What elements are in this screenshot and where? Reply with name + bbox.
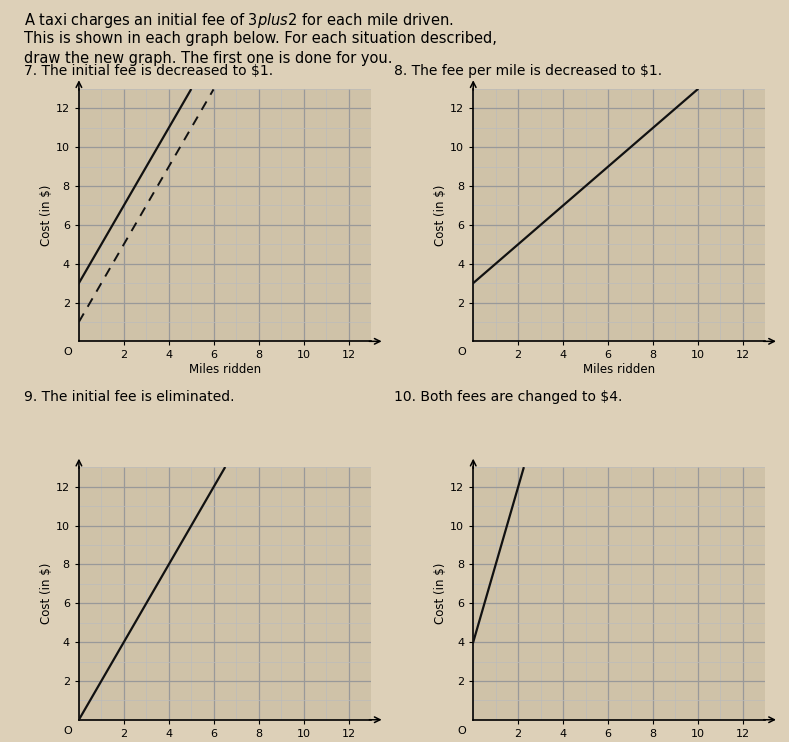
Y-axis label: Cost (in $): Cost (in $) bbox=[40, 185, 53, 246]
Y-axis label: Cost (in $): Cost (in $) bbox=[434, 185, 447, 246]
Y-axis label: Cost (in $): Cost (in $) bbox=[434, 563, 447, 624]
Text: O: O bbox=[63, 726, 72, 735]
Text: 10. Both fees are changed to $4.: 10. Both fees are changed to $4. bbox=[394, 390, 623, 404]
Y-axis label: Cost (in $): Cost (in $) bbox=[40, 563, 53, 624]
Text: O: O bbox=[63, 347, 72, 357]
Text: This is shown in each graph below. For each situation described,: This is shown in each graph below. For e… bbox=[24, 31, 496, 46]
X-axis label: Miles ridden: Miles ridden bbox=[583, 363, 656, 376]
Text: O: O bbox=[458, 726, 466, 735]
Text: A taxi charges an initial fee of $3 plus $2 for each mile driven.: A taxi charges an initial fee of $3 plus… bbox=[24, 11, 453, 30]
X-axis label: Miles ridden: Miles ridden bbox=[189, 363, 261, 376]
Text: O: O bbox=[458, 347, 466, 357]
Text: 7. The initial fee is decreased to $1.: 7. The initial fee is decreased to $1. bbox=[24, 64, 273, 78]
Text: 8. The fee per mile is decreased to $1.: 8. The fee per mile is decreased to $1. bbox=[394, 64, 663, 78]
Text: draw the new graph. The first one is done for you.: draw the new graph. The first one is don… bbox=[24, 51, 392, 66]
Text: 9. The initial fee is eliminated.: 9. The initial fee is eliminated. bbox=[24, 390, 234, 404]
